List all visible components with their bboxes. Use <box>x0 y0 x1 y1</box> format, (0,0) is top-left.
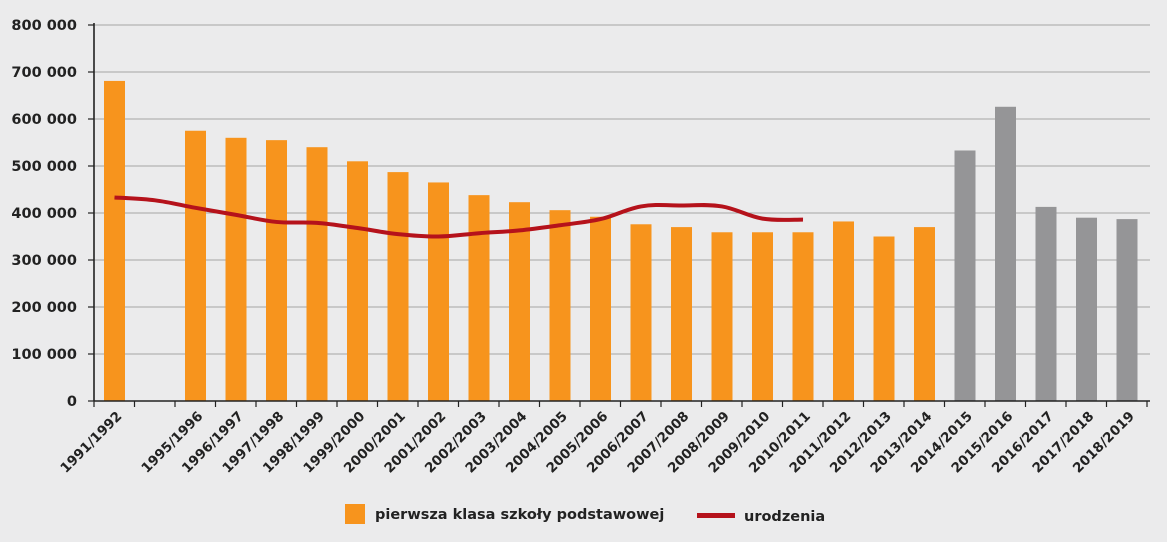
birth-line-path <box>114 195 804 239</box>
y-tick-label: 0 <box>67 394 77 410</box>
bar <box>1116 219 1138 401</box>
bar <box>266 140 287 401</box>
bar <box>752 232 773 401</box>
bar <box>549 210 571 401</box>
birth-line <box>114 195 804 239</box>
y-tick-label: 800 000 <box>11 18 77 34</box>
legend-label-line: urodzenia <box>744 509 825 525</box>
y-tick-label: 700 000 <box>11 65 77 81</box>
bar <box>711 232 733 401</box>
y-tick-label: 300 000 <box>11 253 77 269</box>
bar <box>1076 217 1097 401</box>
y-tick-label: 200 000 <box>11 300 77 316</box>
legend: pierwsza klasa szkoły podstawowej urodze… <box>345 504 825 525</box>
y-tick-label: 100 000 <box>11 347 77 363</box>
legend-swatch-line <box>697 513 735 518</box>
gridlines <box>94 24 1150 355</box>
bar <box>387 172 409 401</box>
bar <box>914 227 935 401</box>
bar <box>873 236 895 401</box>
bar <box>104 80 125 402</box>
legend-label-bar: pierwsza klasa szkoły podstawowej <box>375 507 664 523</box>
bar <box>630 224 652 401</box>
legend-swatch-bar <box>345 504 365 524</box>
x-tick-label: 1991/1992 <box>57 409 125 477</box>
y-tick-labels: 0 100 000 200 000 300 000 400 000 500 000 600 … <box>11 18 77 410</box>
x-tick-labels: 1991/1992 1995/19961996/19971997/19981998… <box>57 409 1137 477</box>
bar <box>833 221 854 401</box>
bars <box>104 80 1138 402</box>
y-tick-label: 500 000 <box>11 159 77 175</box>
bar <box>347 161 368 401</box>
bar <box>590 216 611 401</box>
y-tick-label: 600 000 <box>11 112 77 128</box>
bar <box>306 147 328 401</box>
bar <box>954 150 976 401</box>
bar <box>995 106 1016 401</box>
y-tick-label: 400 000 <box>11 206 77 222</box>
bar <box>671 227 692 401</box>
axes <box>88 23 1150 407</box>
bar <box>792 232 814 401</box>
bar <box>509 202 530 401</box>
bar <box>185 130 206 401</box>
bar <box>1035 206 1057 401</box>
bar <box>428 182 449 401</box>
bar <box>468 195 490 401</box>
bar <box>225 137 247 402</box>
